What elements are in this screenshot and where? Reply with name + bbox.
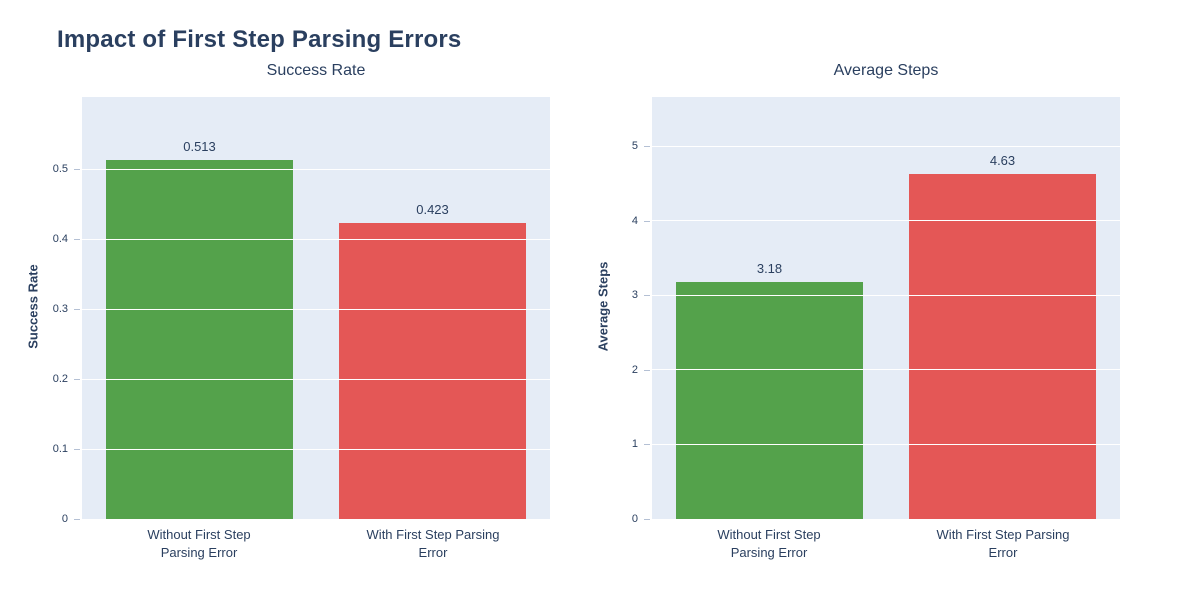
subplot-title: Success Rate (266, 62, 366, 79)
bar-with-first-step-parsing-error: 0.423 (339, 202, 526, 519)
y-axis: 0 0.1 0.2 0.3 0.4 0.5 (36, 97, 80, 525)
bar-value-label: 0.423 (416, 201, 449, 217)
bar-without-first-step-parsing-error: 0.513 (106, 139, 293, 519)
bar-value-label: 3.18 (756, 260, 783, 276)
x-tick-label: With First Step Parsing Error (366, 527, 500, 560)
x-axis: Without First Step Parsing Error With Fi… (82, 526, 550, 561)
bar-value-label: 4.63 (989, 152, 1016, 168)
chart-success-rate: Success Rate Success Rate 0 0.1 0.2 0.3 0.4 0… (26, 0, 550, 600)
figure-title: Impact of First Step Parsing Errors (57, 26, 462, 53)
subplot-title: Average Steps (833, 62, 939, 79)
x-axis: Without First Step Parsing Error With Fi… (652, 526, 1120, 561)
bar-value-label: 0.513 (183, 139, 216, 154)
plot-area: 0.513 0.423 (82, 97, 550, 519)
bar-without-first-step-parsing-error: 3.18 (676, 261, 863, 519)
plot-area: 3.18 4.63 (652, 97, 1120, 519)
x-tick-label: Without First Step Parsing Error (717, 527, 821, 560)
x-tick-label: Without First Step Parsing Error (147, 527, 251, 560)
x-tick-label: With First Step Parsing Error (936, 527, 1070, 560)
bar-with-first-step-parsing-error: 4.63 (909, 153, 1096, 519)
